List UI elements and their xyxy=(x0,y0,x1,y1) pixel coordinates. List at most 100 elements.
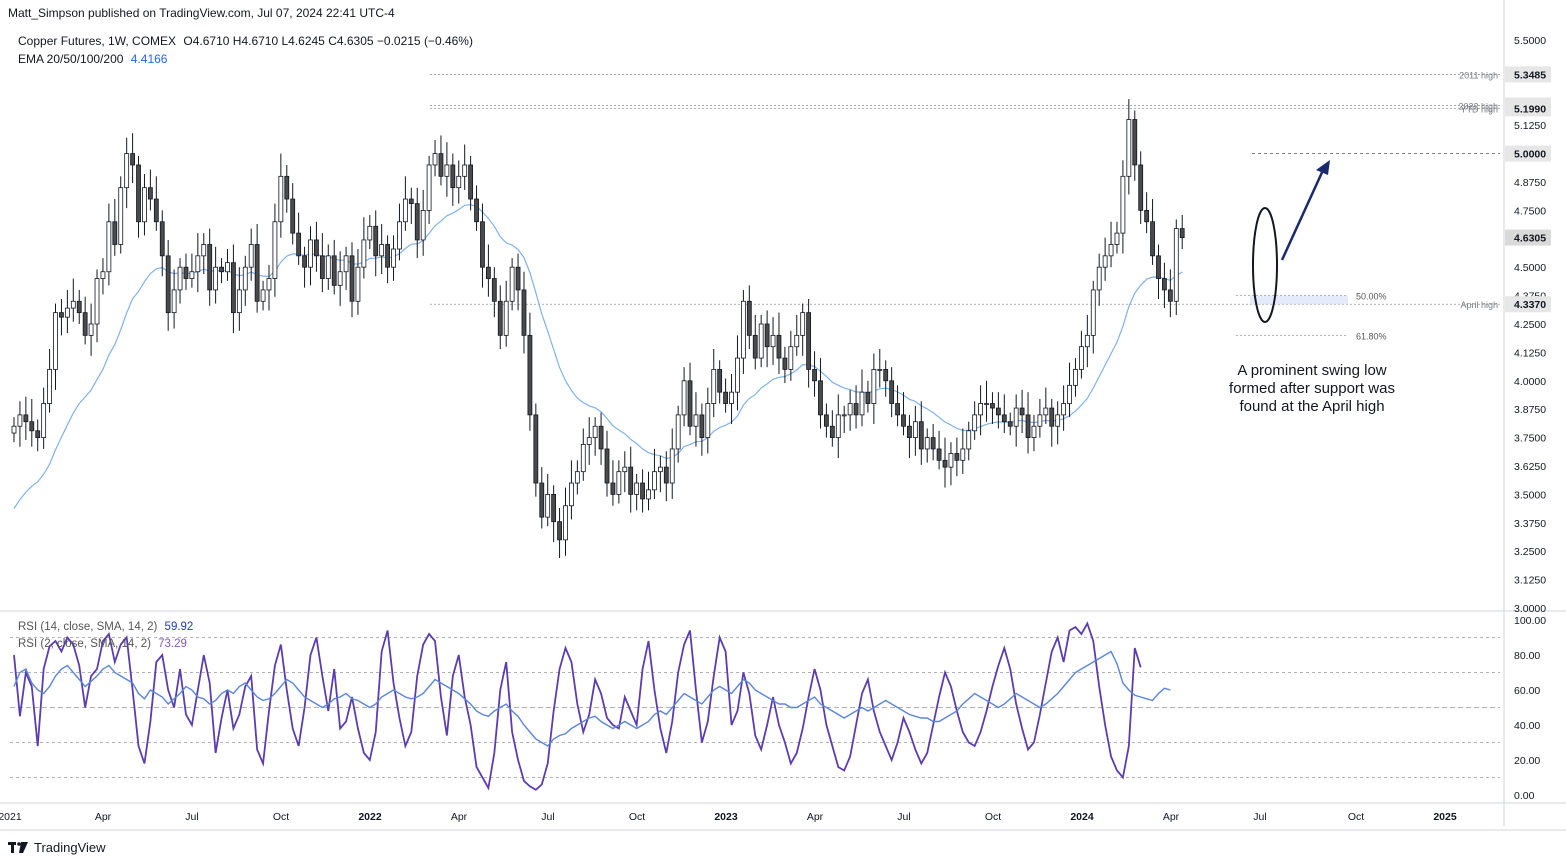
candle-body xyxy=(717,369,723,393)
time-tick-label: Oct xyxy=(273,811,289,823)
candle-body xyxy=(859,391,865,416)
candle-body xyxy=(314,239,319,257)
candle-body xyxy=(438,153,444,177)
candle-body xyxy=(272,221,278,279)
candle-body xyxy=(468,164,474,200)
candle-body xyxy=(124,153,130,189)
candle-body xyxy=(112,221,118,245)
rsi14-line xyxy=(13,650,1171,747)
candle-body xyxy=(693,414,699,427)
rsi2-label: RSI (2, close, SMA, 14, 2) xyxy=(18,638,151,650)
candle-body xyxy=(610,482,616,495)
candle-body xyxy=(1055,414,1061,427)
candle-body xyxy=(877,369,883,371)
candle-body xyxy=(284,175,290,200)
candle-body xyxy=(118,187,124,245)
candle-body xyxy=(1079,346,1084,370)
candle-body xyxy=(699,414,705,439)
time-tick-label: Oct xyxy=(985,811,1001,823)
candle-body xyxy=(1031,425,1037,438)
candle-body xyxy=(580,444,586,473)
rsi-tick-label: 20.00 xyxy=(1514,755,1540,767)
candle-body xyxy=(871,369,877,404)
candle-body xyxy=(1173,228,1179,302)
price-tick-label: 3.6250 xyxy=(1514,461,1546,473)
candle-body xyxy=(343,255,349,273)
candle-body xyxy=(966,430,972,450)
candle-body xyxy=(729,391,734,404)
candle-body xyxy=(402,198,408,223)
price-tick-label: 3.2500 xyxy=(1514,546,1546,558)
candle-body xyxy=(889,380,895,404)
rsi2-value: 73.29 xyxy=(158,638,187,650)
price-tick-label: 4.1250 xyxy=(1514,347,1546,359)
level-label: April high xyxy=(1460,300,1498,310)
time-tick-label: 2025 xyxy=(1433,811,1457,823)
candle-body xyxy=(1043,407,1049,416)
candle-body xyxy=(1132,119,1138,166)
fib-zone xyxy=(1250,295,1348,305)
candle-body xyxy=(764,323,770,348)
candle-body xyxy=(444,164,450,177)
rsi2-line xyxy=(13,621,1142,791)
candle-body xyxy=(687,380,693,427)
ema-value: 4.4166 xyxy=(130,52,168,66)
candle-body xyxy=(752,334,758,359)
candle-body xyxy=(847,403,853,416)
candle-body xyxy=(604,448,610,484)
candle-body xyxy=(527,334,533,416)
price-label-text: 5.3485 xyxy=(1514,69,1546,81)
candle-body xyxy=(331,255,337,286)
candle-body xyxy=(735,357,740,393)
candle-body xyxy=(456,175,462,189)
candle-body xyxy=(1114,232,1120,245)
candle-body xyxy=(64,307,70,318)
candle-body xyxy=(142,187,147,223)
price-tick-label: 3.5000 xyxy=(1514,489,1546,501)
candle-body xyxy=(865,391,871,404)
candle-body xyxy=(1067,384,1072,404)
candle-body xyxy=(705,403,711,438)
candle-body xyxy=(586,437,592,445)
candle-body xyxy=(1150,221,1155,257)
candle-body xyxy=(1090,289,1096,336)
time-tick-label: 2024 xyxy=(1070,811,1094,823)
tradingview-footer[interactable]: TradingView xyxy=(8,840,106,855)
candle-body xyxy=(1179,228,1185,239)
candle-body xyxy=(195,255,201,273)
candle-body xyxy=(231,262,236,314)
candle-body xyxy=(758,323,764,359)
candle-body xyxy=(355,266,361,302)
candle-body xyxy=(806,312,812,370)
candle-body xyxy=(912,421,918,439)
candle-body xyxy=(480,221,485,268)
candle-body xyxy=(420,209,426,241)
trend-arrow-head xyxy=(1316,160,1330,175)
price-tick-label: 4.5000 xyxy=(1514,262,1546,274)
price-tick-label: 4.2500 xyxy=(1514,319,1546,331)
candle-body xyxy=(485,266,491,279)
candle-body xyxy=(450,164,456,189)
candle-body xyxy=(1013,407,1019,427)
candle-body xyxy=(397,221,402,250)
candle-body xyxy=(408,198,414,204)
candle-body xyxy=(106,221,112,273)
candle-body xyxy=(681,380,687,416)
price-tick-label: 5.5000 xyxy=(1514,35,1546,47)
candle-body xyxy=(171,289,177,314)
candle-body xyxy=(746,300,752,336)
candle-body xyxy=(924,437,930,450)
candle-body xyxy=(1156,255,1161,279)
candle-body xyxy=(1073,369,1078,386)
candle-body xyxy=(616,471,622,495)
price-tick-label: 4.0000 xyxy=(1514,376,1546,388)
candle-body xyxy=(853,403,859,416)
symbol-legend: Copper Futures, 1W, COMEX O4.6710 H4.671… xyxy=(18,34,473,48)
candle-body xyxy=(361,239,367,268)
candle-body xyxy=(302,255,307,268)
tradingview-brand: TradingView xyxy=(34,840,106,855)
candle-body xyxy=(521,289,527,336)
price-tick-label: 3.0000 xyxy=(1514,603,1546,615)
candle-body xyxy=(1102,255,1108,268)
